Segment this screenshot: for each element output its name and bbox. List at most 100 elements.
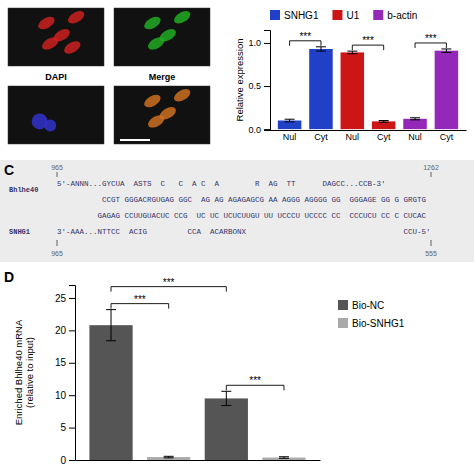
tick-mark: [264, 43, 270, 44]
y-tick: 1.0: [248, 38, 270, 48]
image-panel: [114, 86, 210, 144]
y-axis-title: Relative expression: [234, 39, 245, 122]
error-bar: [279, 457, 289, 459]
position-tick: [57, 172, 58, 177]
x-tick: Nul: [408, 130, 422, 142]
tick-label: 25: [55, 293, 67, 304]
legend-item: Bio-NC: [338, 300, 384, 311]
legend: SNHG1 U1 b-actin: [270, 10, 417, 21]
image-panel: [8, 86, 104, 144]
y-axis-line: [264, 31, 271, 131]
y-tick: 25: [55, 293, 75, 304]
legend: Bio-NCBio-SNHG1: [338, 300, 405, 329]
significance-label: ***: [249, 375, 261, 386]
tick-mark: [264, 86, 270, 87]
cell: [66, 8, 87, 26]
error-bar: [441, 49, 451, 52]
image-panel: [114, 8, 210, 66]
row-label: SNHG1: [9, 228, 30, 236]
tick-label: 0.0: [248, 125, 261, 135]
significance-label: ***: [299, 31, 311, 42]
tick-label: 5: [60, 422, 66, 433]
error-bar: [316, 47, 326, 51]
position-number: 555: [425, 250, 437, 257]
panel-title: C: [4, 162, 14, 178]
y-axis-title-line: Enriched Bhlhe40 mRNA: [13, 319, 24, 425]
x-tick: Cyt: [314, 130, 328, 142]
bar: [89, 325, 132, 460]
legend-swatch: [332, 10, 342, 20]
figure: DAPIMerge0.00.51.0NulCytNulCytNulCyt****…: [0, 0, 474, 474]
legend-label: SNHG1: [284, 10, 319, 21]
cell: [62, 39, 83, 57]
cell: [142, 92, 163, 110]
position-tick: [431, 240, 432, 246]
cell: [36, 14, 57, 32]
position-tick: [431, 172, 432, 177]
legend-label: U1: [346, 10, 359, 21]
error-bar: [410, 118, 420, 120]
plot-area: [89, 310, 305, 460]
tick-label: Cyt: [314, 132, 328, 142]
error-bar: [164, 456, 174, 458]
y-tick: 0: [60, 455, 75, 466]
annotations: *********: [111, 277, 284, 391]
sequence: CCGT GGGACRGUGAG GGC AG AG AGAGAGCG AA A…: [57, 196, 427, 204]
panel-label: Merge: [149, 72, 176, 82]
y-axis: 0510152025: [55, 286, 76, 466]
y-tick: 15: [55, 357, 75, 368]
tick-label: Nul: [283, 132, 297, 142]
y-axis: 0.0 0.5 1.0: [248, 31, 270, 135]
legend-swatch: [270, 10, 280, 20]
legend-label: Bio-NC: [352, 300, 384, 311]
x-axis-line: [76, 460, 321, 461]
tick-label: 1.0: [248, 38, 261, 48]
x-axis: Nul Cyt Nul Cyt Nul Cyt: [271, 130, 467, 142]
tick-label: 20: [55, 325, 67, 336]
tick-mark: [69, 298, 75, 299]
image-panel: [8, 8, 104, 66]
microscopy-panel: DAPIMerge: [8, 8, 210, 144]
cell: [172, 86, 193, 104]
bar: [341, 52, 365, 129]
legend-item: b-actin: [373, 10, 417, 21]
position-number: 965: [51, 250, 63, 257]
x-axis-line: [271, 130, 467, 131]
x-tick: Cyt: [377, 130, 391, 142]
cell: [172, 8, 193, 26]
alignment-panel: CBhlhe40SNHG196512629655555'-ANNN...GYCU…: [0, 160, 474, 262]
legend-swatch: [373, 10, 383, 20]
tick-label: 15: [55, 357, 67, 368]
error-bar: [106, 310, 116, 341]
y-axis-title: Enriched Bhlhe40 mRNA(relative to input): [13, 319, 35, 425]
legend-item: SNHG1: [270, 10, 319, 21]
tick-mark: [69, 363, 75, 364]
x-axis: [76, 460, 321, 461]
y-axis-title-line: Relative expression: [234, 39, 245, 122]
cell: [40, 35, 61, 53]
tick-label: Cyt: [377, 132, 391, 142]
sequence: 3'-AAA...NTTCC ACIG CCA ACARBONX CCU-5': [57, 228, 431, 236]
bar-chart: 0.00.51.0NulCytNulCytNulCyt*********Rela…: [234, 10, 467, 142]
cell: [146, 113, 167, 131]
bar: [372, 121, 396, 129]
position-number: 1262: [423, 164, 439, 171]
tick-label: 0: [60, 455, 66, 466]
bar: [435, 51, 459, 129]
legend-swatch: [338, 300, 348, 310]
plot-area: [278, 47, 458, 129]
cell: [146, 35, 167, 53]
panel-title: D: [4, 269, 14, 285]
tick-mark: [69, 460, 75, 461]
scale-bar: [120, 139, 150, 141]
bar: [309, 49, 333, 129]
sequence: 5'-ANNN...GYCUA ASTS C C A C A R AG TT D…: [57, 180, 386, 188]
y-tick: 0.5: [248, 81, 270, 91]
x-tick: Cyt: [440, 130, 454, 142]
tick-mark: [69, 428, 75, 429]
y-tick: 0.0: [248, 125, 270, 135]
tick-label: Nul: [408, 132, 422, 142]
x-tick: Nul: [346, 130, 360, 142]
tick-label: Cyt: [440, 132, 454, 142]
sequence: GAGAG CCUUGUACUC CCG UC UC UCUCUUGU UU U…: [57, 212, 427, 220]
